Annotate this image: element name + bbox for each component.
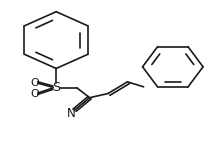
Text: S: S — [52, 81, 60, 94]
Text: N: N — [67, 107, 76, 120]
Text: O: O — [30, 78, 39, 88]
Text: O: O — [30, 89, 39, 99]
